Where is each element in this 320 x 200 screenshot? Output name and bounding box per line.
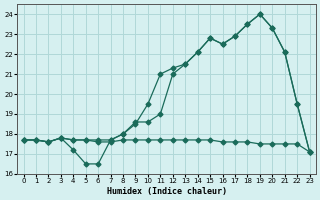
X-axis label: Humidex (Indice chaleur): Humidex (Indice chaleur) bbox=[107, 187, 227, 196]
